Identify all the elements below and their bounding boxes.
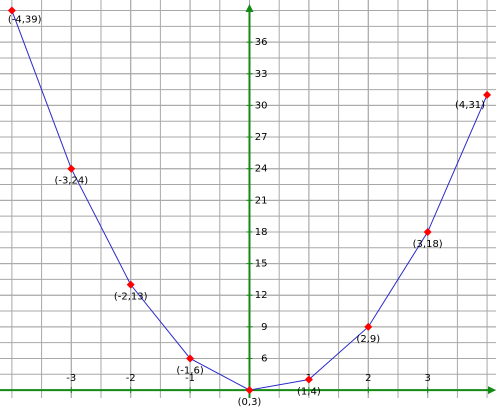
y-tick-label: 21 <box>255 195 268 206</box>
point <box>364 322 373 331</box>
point <box>304 375 313 384</box>
x-axis-arrow <box>488 386 496 395</box>
point <box>126 280 135 289</box>
y-tick-label: 12 <box>255 290 268 301</box>
point <box>186 354 195 363</box>
data-label: (0,3) <box>238 397 262 408</box>
point <box>67 164 76 173</box>
y-axis-arrow <box>245 4 254 12</box>
x-tick-label: -2 <box>126 373 136 384</box>
y-tick-label: 9 <box>261 322 267 333</box>
point <box>423 227 432 236</box>
y-tick-label: 24 <box>255 164 268 175</box>
y-tick-label: 15 <box>255 259 268 270</box>
point <box>7 6 16 15</box>
y-tick-label: 30 <box>255 100 268 111</box>
point <box>483 90 492 99</box>
data-label: (2,9) <box>356 334 380 345</box>
x-tick-label: -1 <box>185 373 195 384</box>
y-tick-label: 27 <box>255 132 268 143</box>
x-tick-label: 3 <box>425 373 431 384</box>
y-tick-label: 6 <box>261 353 267 364</box>
data-label: (4,31) <box>455 100 485 111</box>
data-label: (-2,13) <box>114 292 148 303</box>
data-label: (3,18) <box>413 239 443 250</box>
data-label: (-3,24) <box>54 176 88 187</box>
data-label: (1,4) <box>297 387 321 398</box>
y-tick-label: 36 <box>255 37 268 48</box>
data-label: (-4,39) <box>8 15 42 26</box>
y-tick-label: 33 <box>255 69 268 80</box>
y-tick-label: 18 <box>255 227 268 238</box>
data-label: (-1,6) <box>176 365 203 376</box>
point <box>245 386 254 395</box>
x-tick-label: 2 <box>365 373 371 384</box>
x-tick-label: -3 <box>66 373 76 384</box>
